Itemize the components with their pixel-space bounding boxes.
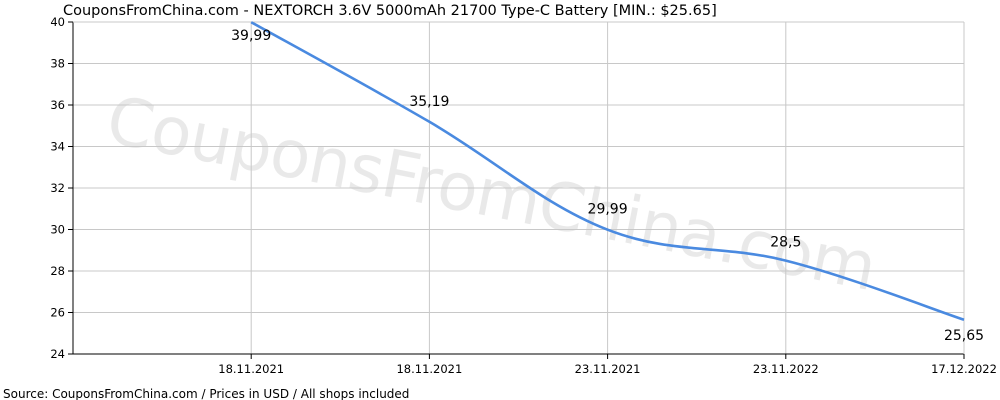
data-label: 28,5: [770, 235, 801, 251]
x-tick-label: 18.11.2021: [218, 362, 284, 376]
y-tick-label: 34: [50, 140, 65, 154]
price-line: [250, 21, 965, 321]
source-note: Source: CouponsFromChina.com / Prices in…: [3, 387, 409, 400]
y-axis: 24 26 28 30 32 34 36 38 40: [50, 15, 73, 361]
data-labels: 39,99 35,19 29,99 28,5 25,65: [231, 28, 984, 344]
y-tick-label: 36: [50, 98, 65, 112]
y-tick-label: 28: [50, 264, 65, 278]
y-tick-label: 38: [50, 57, 65, 71]
data-label: 39,99: [231, 28, 271, 44]
data-label: 25,65: [944, 328, 984, 344]
data-label: 35,19: [409, 94, 449, 110]
y-tick-label: 40: [50, 15, 65, 29]
x-tick-label: 18.11.2021: [396, 362, 462, 376]
y-tick-label: 30: [50, 223, 65, 237]
data-label: 29,99: [588, 202, 628, 218]
y-tick-label: 26: [50, 306, 65, 320]
x-tick-label: 23.11.2021: [575, 362, 641, 376]
y-tick-label: 24: [50, 347, 65, 361]
x-axis: 18.11.2021 18.11.2021 23.11.2021 23.11.2022…: [218, 354, 997, 376]
y-tick-label: 32: [50, 181, 65, 195]
x-tick-label: 23.11.2022: [753, 362, 819, 376]
x-tick-label: 17.12.2022: [931, 362, 997, 376]
chart-title: CouponsFromChina.com - NEXTORCH 3.6V 500…: [63, 3, 717, 19]
